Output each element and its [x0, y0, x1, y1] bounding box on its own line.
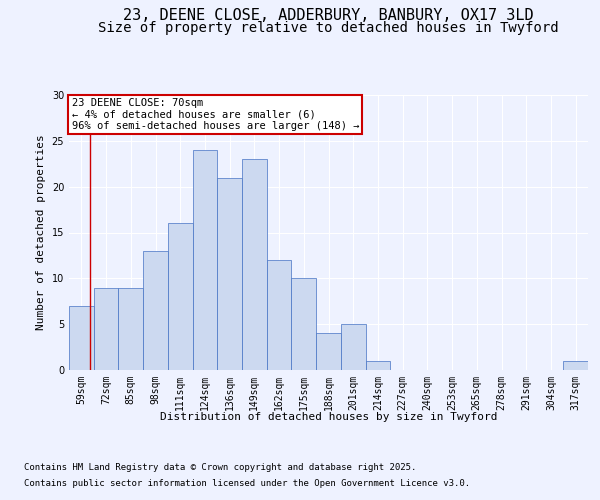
Bar [316, 334, 341, 370]
Bar [267, 260, 292, 370]
Text: Size of property relative to detached houses in Twyford: Size of property relative to detached ho… [98, 21, 559, 35]
Text: Contains public sector information licensed under the Open Government Licence v3: Contains public sector information licen… [24, 478, 470, 488]
Bar [242, 159, 267, 370]
Text: Contains HM Land Registry data © Crown copyright and database right 2025.: Contains HM Land Registry data © Crown c… [24, 464, 416, 472]
Bar [94, 288, 118, 370]
Bar [193, 150, 217, 370]
Y-axis label: Number of detached properties: Number of detached properties [36, 134, 46, 330]
Bar [365, 361, 390, 370]
Bar [69, 306, 94, 370]
Text: 23 DEENE CLOSE: 70sqm
← 4% of detached houses are smaller (6)
96% of semi-detach: 23 DEENE CLOSE: 70sqm ← 4% of detached h… [71, 98, 359, 131]
Bar [143, 251, 168, 370]
Bar [563, 361, 588, 370]
Bar [168, 224, 193, 370]
Text: Distribution of detached houses by size in Twyford: Distribution of detached houses by size … [160, 412, 497, 422]
Bar [118, 288, 143, 370]
Bar [292, 278, 316, 370]
Text: 23, DEENE CLOSE, ADDERBURY, BANBURY, OX17 3LD: 23, DEENE CLOSE, ADDERBURY, BANBURY, OX1… [124, 8, 534, 22]
Bar [341, 324, 365, 370]
Bar [217, 178, 242, 370]
